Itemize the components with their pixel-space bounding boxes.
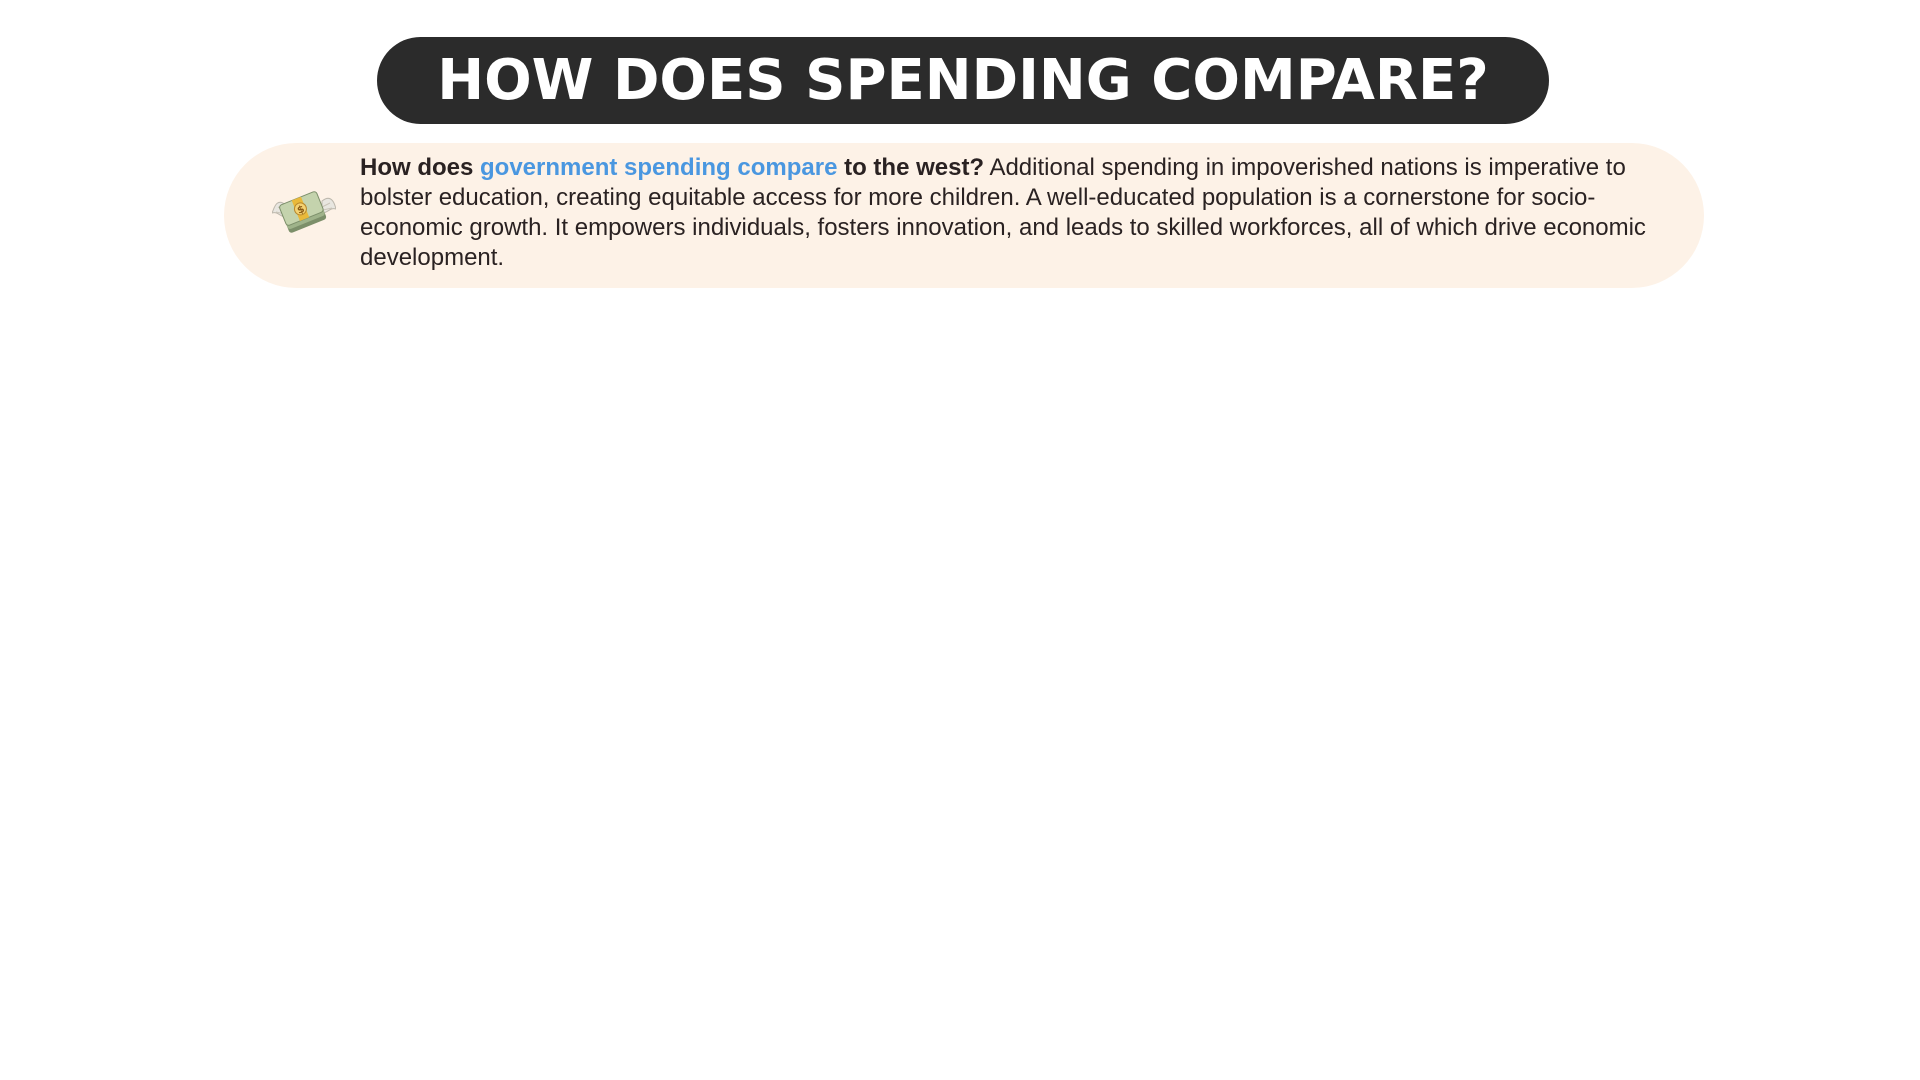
card-body-text: Additional spending in impoverished nati… (360, 154, 1646, 271)
card-lead-highlight: government spending compare (480, 154, 838, 181)
info-card: $ How does government spending compare t… (224, 143, 1704, 288)
money-with-wings-icon: $ (271, 183, 337, 243)
page-title: HOW DOES SPENDING COMPARE? (437, 47, 1489, 113)
card-lead-end: to the west? (837, 154, 985, 181)
card-paragraph: How does government spending compare to … (360, 153, 1660, 273)
title-banner: HOW DOES SPENDING COMPARE? (377, 37, 1549, 124)
card-lead-start: How does (360, 154, 481, 181)
svg-text:$: $ (296, 204, 307, 217)
